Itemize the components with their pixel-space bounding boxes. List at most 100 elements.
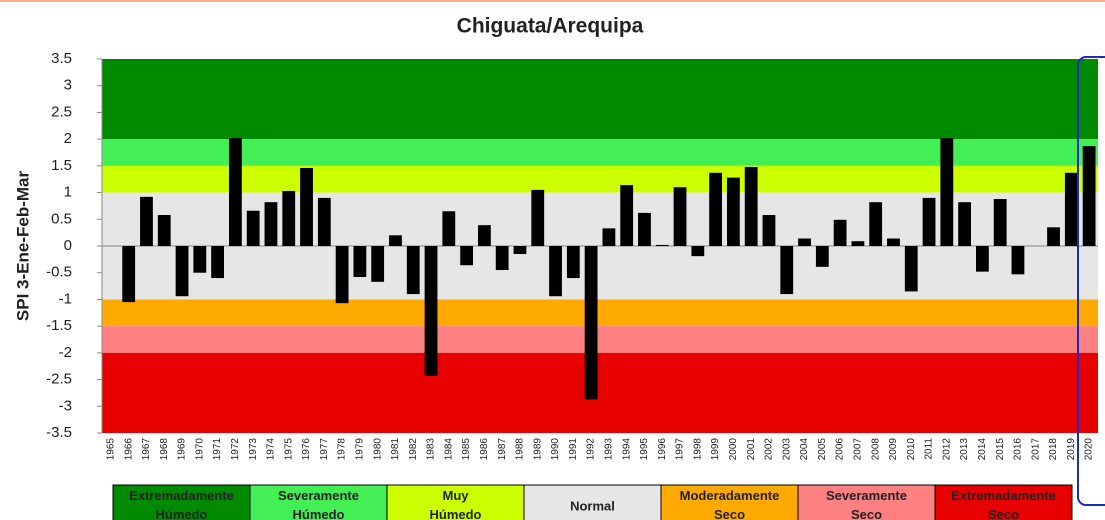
x-tick-label: 1966: [123, 438, 134, 461]
legend-label: Normal: [570, 498, 615, 513]
bar: [353, 246, 367, 277]
bar: [211, 246, 225, 279]
x-tick-label: 1986: [479, 438, 490, 461]
legend-swatch: [797, 484, 936, 520]
x-tick-label: 2001: [746, 438, 757, 461]
x-tick-label: 2015: [995, 438, 1006, 461]
x-tick-label: 2018: [1048, 438, 1059, 461]
x-tick-label: 1982: [408, 438, 419, 461]
bar: [584, 246, 598, 400]
y-tick-label: 0: [64, 237, 72, 254]
x-tick-label: 1989: [532, 438, 543, 461]
bar: [335, 246, 349, 304]
bar: [193, 246, 207, 273]
legend-label: Severamente Seco: [826, 488, 907, 520]
bar: [1064, 172, 1078, 246]
bar: [531, 189, 545, 246]
bar: [815, 246, 829, 267]
legend-label: Severamente Húmedo: [278, 488, 359, 520]
x-tick-label: 2000: [728, 438, 739, 461]
spi-band: [102, 139, 1098, 166]
legend-swatch: [660, 484, 799, 520]
spi-band: [102, 299, 1098, 327]
x-tick-label: 1998: [692, 438, 703, 461]
x-tick-label: 2006: [835, 438, 846, 461]
bar: [1082, 146, 1096, 246]
x-tick-label: 1983: [426, 438, 437, 461]
legend-swatch: [523, 484, 662, 520]
bar: [940, 138, 954, 246]
bar: [566, 246, 580, 279]
y-tick-label: -2: [59, 344, 72, 361]
x-tick-label: 1978: [337, 438, 348, 461]
x-tick-label: 2005: [817, 438, 828, 461]
y-tick-label: 1: [64, 184, 72, 201]
bar: [726, 177, 740, 246]
x-tick-label: 1991: [568, 438, 579, 461]
bar: [638, 212, 651, 246]
bar: [228, 138, 242, 246]
spi-band: [102, 352, 1098, 433]
x-tick-label: 1965: [106, 438, 117, 461]
x-tick-label: 1977: [319, 438, 330, 461]
y-tick-label: -2.5: [46, 371, 72, 388]
bar: [389, 235, 402, 246]
bar: [1047, 227, 1060, 246]
x-tick-label: 1969: [177, 438, 188, 461]
bar: [371, 246, 385, 282]
x-tick-label: 1967: [141, 438, 152, 461]
y-tick-label: -3.5: [46, 424, 72, 441]
x-tick-label: 1997: [675, 438, 686, 461]
bar: [495, 246, 509, 271]
bar: [317, 197, 331, 246]
x-tick-label: 1987: [497, 438, 508, 461]
bar: [851, 241, 865, 246]
x-tick-label: 2012: [941, 438, 952, 461]
bar: [780, 246, 794, 295]
x-tick-label: 1976: [301, 438, 312, 461]
bar: [833, 219, 847, 246]
spi-band: [102, 59, 1098, 140]
x-tick-label: 1992: [586, 438, 597, 461]
bar: [122, 246, 136, 303]
bar: [620, 185, 634, 246]
bar: [1011, 246, 1025, 275]
x-tick-label: 1985: [461, 438, 472, 461]
y-tick-label: 2.5: [51, 103, 72, 120]
legend-swatch: [934, 484, 1073, 520]
x-tick-label: 2016: [1013, 438, 1024, 461]
y-tick-label: 0.5: [51, 210, 72, 227]
y-tick-label: 1.5: [51, 157, 72, 174]
bar: [709, 172, 723, 246]
bar: [477, 225, 491, 246]
bar: [798, 238, 811, 246]
legend-label: Extremadamente Seco: [951, 488, 1056, 520]
x-tick-label: 1993: [604, 438, 615, 461]
x-tick-label: 1971: [212, 438, 223, 461]
x-tick-label: 1974: [266, 438, 277, 461]
x-tick-label: 1996: [657, 438, 668, 461]
x-tick-label: 2008: [870, 438, 881, 461]
x-tick-label: 1968: [159, 438, 170, 461]
x-tick-label: 2020: [1084, 438, 1095, 461]
legend-label: Moderadamente Seco: [680, 488, 780, 520]
x-tick-label: 2013: [959, 438, 970, 461]
x-tick-label: 2004: [799, 438, 810, 461]
bar: [975, 246, 989, 272]
x-tick-label: 1994: [621, 438, 632, 461]
x-tick-label: 1975: [283, 438, 294, 461]
bar: [922, 197, 936, 246]
bar: [442, 211, 456, 246]
x-tick-label: 1973: [248, 438, 259, 461]
bar: [460, 246, 474, 266]
x-tick-label: 2009: [888, 438, 899, 461]
x-tick-label: 2002: [764, 438, 775, 461]
bar: [904, 246, 918, 292]
bar: [958, 202, 972, 246]
bar: [513, 246, 527, 255]
bar: [869, 202, 883, 246]
x-tick-label: 1990: [550, 438, 561, 461]
x-tick-label: 1970: [194, 438, 205, 461]
x-tick-label: 1979: [355, 438, 366, 461]
y-axis-label: SPI 3-Ene-Feb-Mar: [13, 171, 32, 322]
